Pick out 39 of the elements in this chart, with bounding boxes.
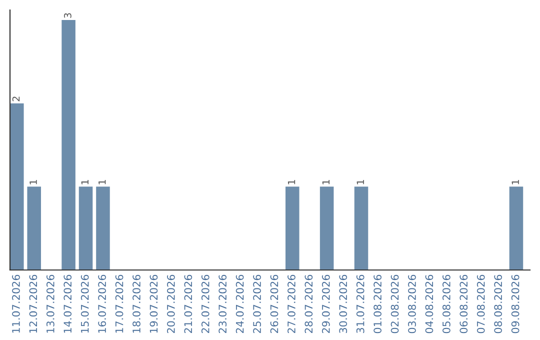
x-tick-label: 01.08.2026 [374, 274, 382, 334]
data-label: 1 [512, 180, 519, 184]
x-tick-label: 28.07.2026 [304, 274, 313, 334]
x-tick-label: 18.07.2026 [132, 274, 140, 333]
x-tick-label: 07.08.2026 [476, 274, 485, 334]
data-label: 1 [356, 180, 364, 184]
x-tick-label: 13.07.2026 [46, 274, 54, 333]
x-tick-label: 21.07.2026 [184, 274, 192, 334]
x-tick-label: 25.07.2026 [253, 274, 261, 334]
x-tick-label: 11.07.2026 [12, 274, 20, 333]
x-tick-label: 22.07.2026 [201, 274, 210, 334]
data-label: 1 [30, 180, 37, 184]
x-tick-label: 26.07.2026 [270, 274, 278, 334]
x-tick-label: 24.07.2026 [236, 274, 244, 334]
x-tick-label: 05.08.2026 [442, 274, 450, 334]
x-tick-label: 15.07.2026 [80, 274, 89, 333]
x-tick-label: 08.08.2026 [494, 274, 502, 334]
data-label: 1 [322, 180, 330, 184]
x-tick-label: 16.07.2026 [98, 274, 106, 333]
x-tick-label: 23.07.2026 [218, 274, 227, 334]
data-label: 1 [288, 180, 296, 184]
data-label: 1 [98, 180, 106, 184]
x-tick-label: 31.07.2026 [356, 274, 364, 334]
data-label: 1 [81, 180, 88, 184]
x-tick-label: 03.08.2026 [408, 274, 416, 334]
x-tick-label: 09.08.2026 [511, 274, 520, 334]
x-tick-label: 14.07.2026 [64, 274, 72, 333]
x-tick-label: 12.07.2026 [29, 274, 38, 333]
x-tick-label: 19.07.2026 [150, 274, 158, 333]
x-tick-label: 27.07.2026 [288, 274, 296, 334]
x-tick-label: 06.08.2026 [460, 274, 468, 334]
x-tick-label: 30.07.2026 [339, 274, 348, 334]
x-tick-label: 02.08.2026 [390, 274, 399, 334]
x-tick-label: 29.07.2026 [322, 274, 330, 334]
x-tick-label: 04.08.2026 [425, 274, 434, 334]
x-tick-label: 17.07.2026 [115, 274, 124, 333]
x-tick-label: 20.07.2026 [167, 274, 175, 334]
data-label: 3 [64, 13, 72, 18]
data-label: 2 [12, 96, 20, 102]
